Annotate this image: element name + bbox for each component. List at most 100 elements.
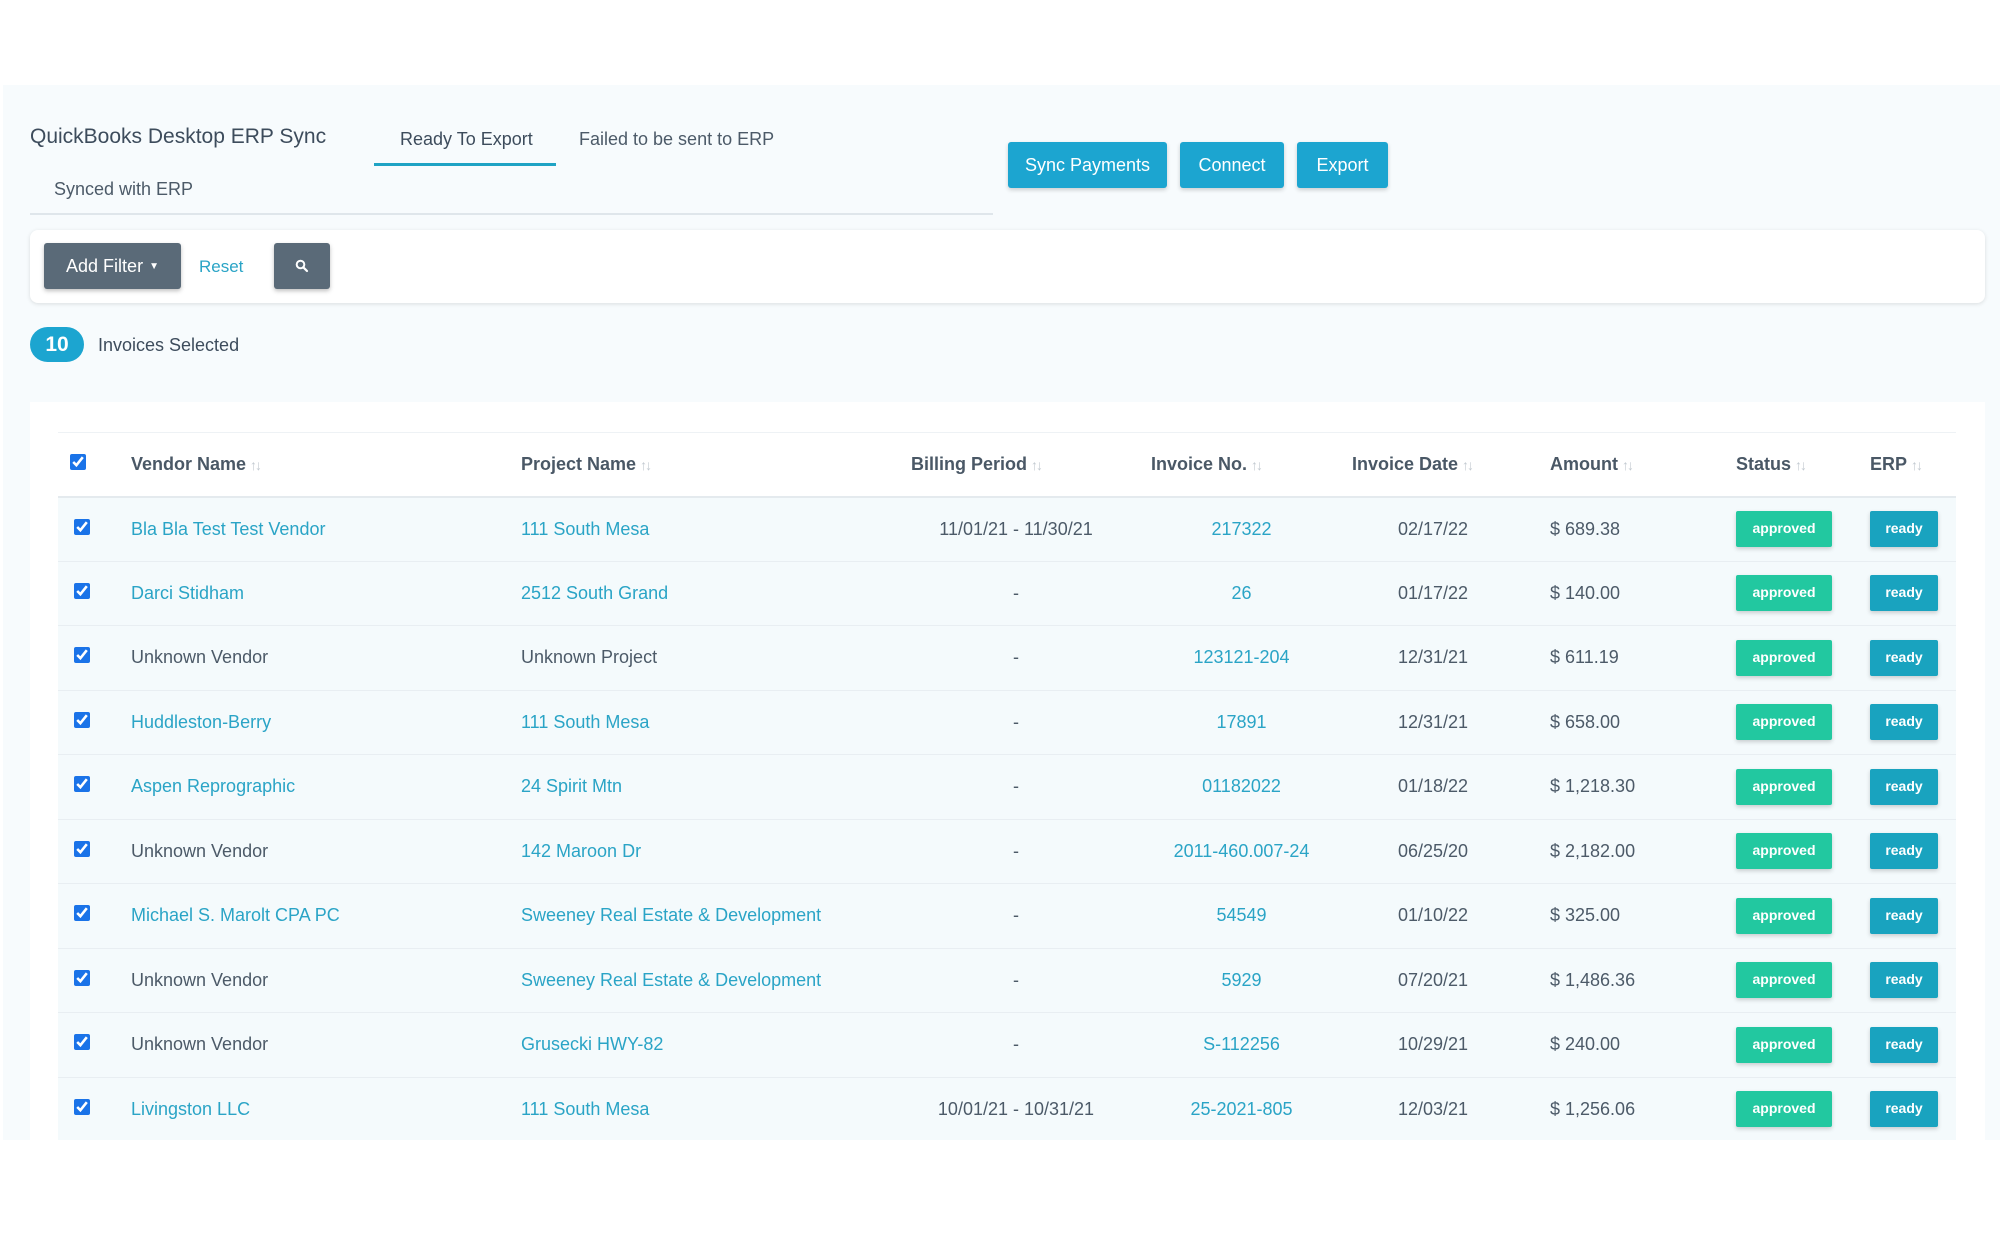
erp-badge: ready	[1870, 575, 1938, 612]
table-row[interactable]: Livingston LLC 111 South Mesa 10/01/21 - 1…	[58, 1077, 1956, 1140]
status-badge: approved	[1736, 1091, 1832, 1128]
row-checkbox[interactable]	[74, 776, 90, 793]
row-checkbox[interactable]	[74, 711, 90, 728]
row-select-cell	[58, 690, 131, 755]
invoice-table: Vendor Name ↑↓ Project Name ↑↓ Billing Per…	[58, 432, 1956, 1140]
vendor-name[interactable]: Aspen Reprographic	[131, 776, 296, 797]
vendor-name: Unknown Vendor	[131, 840, 269, 861]
invoice-number[interactable]: S-112256	[1203, 1034, 1280, 1055]
vendor-name[interactable]: Huddleston-Berry	[131, 711, 272, 732]
project-name[interactable]: 2512 South Grand	[521, 582, 669, 603]
invoice-table-body: Bla Bla Test Test Vendor 111 South Mesa 11…	[58, 496, 1956, 1140]
col-status[interactable]: Status ↑↓	[1736, 433, 1870, 497]
tab-ready-to-export[interactable]: Ready To Export	[400, 129, 533, 149]
export-button[interactable]: Export	[1297, 142, 1388, 188]
row-checkbox[interactable]	[74, 1034, 90, 1051]
row-checkbox[interactable]	[74, 518, 90, 535]
invoice-date: 12/31/21	[1397, 647, 1469, 668]
col-billing-period[interactable]: Billing Period ↑↓	[911, 433, 1151, 497]
row-checkbox[interactable]	[74, 1098, 90, 1115]
vendor-name[interactable]: Livingston LLC	[131, 1098, 251, 1119]
invoice-date: 12/31/21	[1397, 711, 1469, 732]
col-invoice-no[interactable]: Invoice No. ↑↓	[1151, 433, 1352, 497]
billing-period: -	[1013, 1034, 1019, 1055]
invoice-number[interactable]: 217322	[1211, 518, 1272, 539]
erp-cell: ready	[1870, 884, 1956, 949]
col-invoice-date[interactable]: Invoice Date ↑↓	[1352, 433, 1550, 497]
selected-count-label: Invoices Selected	[98, 335, 240, 355]
reset-link[interactable]: Reset	[199, 257, 244, 276]
sync-payments-button[interactable]: Sync Payments	[1008, 142, 1167, 188]
status-badge: approved	[1736, 704, 1832, 741]
col-vendor-name-label: Vendor Name	[131, 453, 247, 474]
project-name[interactable]: 24 Spirit Mtn	[521, 776, 623, 797]
col-vendor-name[interactable]: Vendor Name ↑↓	[131, 433, 521, 497]
invoice-number[interactable]: 123121-204	[1193, 647, 1290, 668]
billing-period: -	[1013, 840, 1019, 861]
project-name[interactable]: Sweeney Real Estate & Development	[521, 969, 822, 990]
invoice-number[interactable]: 2011-460.007-24	[1173, 840, 1310, 861]
row-checkbox[interactable]	[74, 969, 90, 986]
table-row[interactable]: Unknown Vendor 142 Maroon Dr - 2011-460.007…	[58, 819, 1956, 884]
select-all-checkbox[interactable]	[70, 453, 86, 470]
vendor-name[interactable]: Michael S. Marolt CPA PC	[131, 905, 340, 926]
table-row[interactable]: Unknown Vendor Grusecki HWY-82 - S-112256 10…	[58, 1012, 1956, 1077]
project-name[interactable]: Grusecki HWY-82	[521, 1034, 664, 1055]
table-row[interactable]: Michael S. Marolt CPA PC Sweeney Real Est…	[58, 883, 1956, 949]
table-row[interactable]: Huddleston-Berry 111 South Mesa - 17891 12/3…	[58, 690, 1956, 755]
connect-button[interactable]: Connect	[1180, 142, 1284, 188]
tab-synced-with-erp[interactable]: Synced with ERP	[54, 179, 194, 199]
invoice-date: 01/18/22	[1397, 776, 1469, 797]
project-name[interactable]: Sweeney Real Estate & Development	[521, 905, 822, 926]
row-checkbox[interactable]	[74, 582, 90, 599]
table-row[interactable]: Bla Bla Test Test Vendor 111 South Mesa 11…	[58, 496, 1956, 562]
invoice-date: 10/29/21	[1397, 1034, 1469, 1055]
status-cell: approved	[1736, 819, 1870, 884]
invoice-date: 01/10/22	[1397, 905, 1469, 926]
status-badge: approved	[1736, 511, 1832, 547]
vendor-name[interactable]: Bla Bla Test Test Vendor	[131, 518, 326, 539]
add-filter-label: Add Filter	[66, 255, 144, 276]
billing-period: 11/01/21 - 11/30/21	[939, 518, 1093, 539]
col-project-name[interactable]: Project Name ↑↓	[521, 433, 911, 497]
add-filter-button[interactable]: Add Filter ▼	[44, 243, 181, 289]
erp-cell: ready	[1870, 819, 1956, 884]
vendor-name[interactable]: Darci Stidham	[131, 582, 245, 603]
invoice-number[interactable]: 25-2021-805	[1190, 1098, 1293, 1119]
project-name[interactable]: 111 South Mesa	[521, 518, 650, 539]
selected-count-badge: 10	[30, 327, 84, 362]
project-name: Unknown Project	[521, 647, 658, 668]
invoice-number[interactable]: 26	[1231, 582, 1252, 603]
erp-sync-panel: QuickBooks Desktop ERP Sync Ready To Exp…	[3, 85, 2000, 1140]
row-select-cell	[58, 1077, 131, 1140]
invoice-date: 07/20/21	[1397, 969, 1469, 990]
search-button[interactable]	[274, 243, 330, 289]
table-row[interactable]: Darci Stidham 2512 South Grand - 26 01/17/22…	[58, 561, 1956, 626]
invoice-number[interactable]: 54549	[1216, 905, 1267, 926]
project-name[interactable]: 142 Maroon Dr	[521, 840, 642, 861]
invoice-number[interactable]: 17891	[1216, 711, 1267, 732]
status-badge: approved	[1736, 897, 1832, 934]
row-checkbox[interactable]	[74, 905, 90, 922]
project-name[interactable]: 111 South Mesa	[521, 1098, 650, 1119]
row-select-cell	[58, 497, 131, 562]
status-badge: approved	[1736, 962, 1832, 999]
col-erp[interactable]: ERP ↑↓	[1870, 433, 1956, 497]
table-header-row: Vendor Name ↑↓ Project Name ↑↓ Billing Per…	[58, 432, 1956, 497]
table-row[interactable]: Aspen Reprographic 24 Spirit Mtn - 01182022…	[58, 754, 1956, 819]
status-cell: approved	[1736, 1077, 1870, 1140]
erp-cell: ready	[1870, 690, 1956, 755]
table-row[interactable]: Unknown Vendor Sweeney Real Estate & Deve…	[58, 948, 1956, 1013]
invoice-number[interactable]: 01182022	[1202, 776, 1281, 797]
filter-bar: Add Filter ▼ Reset	[30, 230, 1985, 303]
table-row[interactable]: Unknown Vendor Unknown Project - 123121-204…	[58, 625, 1956, 690]
invoice-number[interactable]: 5929	[1221, 969, 1262, 990]
erp-cell: ready	[1870, 948, 1956, 1013]
col-amount[interactable]: Amount ↑↓	[1550, 433, 1736, 497]
tab-failed-to-erp[interactable]: Failed to be sent to ERP	[579, 129, 775, 149]
project-name[interactable]: 111 South Mesa	[521, 711, 650, 732]
sort-icon: ↑↓	[1462, 456, 1474, 473]
row-checkbox[interactable]	[74, 647, 90, 664]
erp-badge: ready	[1870, 962, 1938, 999]
row-checkbox[interactable]	[74, 840, 90, 857]
